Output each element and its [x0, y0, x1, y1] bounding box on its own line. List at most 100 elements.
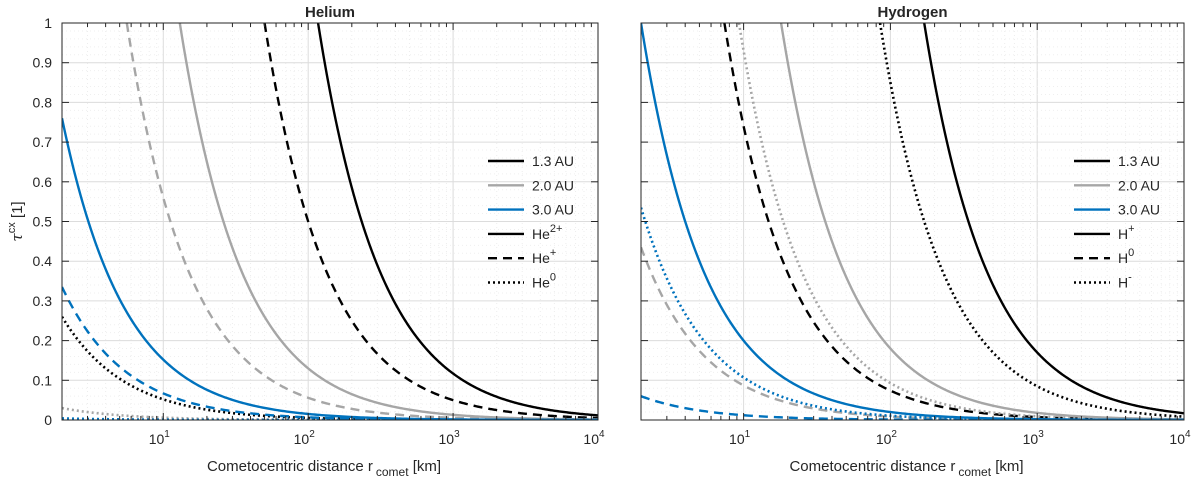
- legend-entry: 2.0 AU: [488, 177, 574, 193]
- legend: 1.3 AU2.0 AU3.0 AUH+H0H-: [1074, 153, 1160, 291]
- x-tick-exponent: 1: [745, 429, 751, 440]
- legend-entry: 2.0 AU: [1074, 177, 1160, 193]
- x-axis-label-unit: [km]: [991, 458, 1024, 475]
- legend-label: H+: [1118, 223, 1135, 242]
- y-tick-label: 0.9: [33, 55, 53, 71]
- series-line: [263, 23, 598, 420]
- legend-entry: He0: [488, 272, 556, 291]
- legend-label: He2+: [532, 223, 562, 242]
- legend-entry: 1.3 AU: [488, 153, 574, 169]
- series-line: [779, 23, 1184, 420]
- legend-label-superscript: +: [1128, 223, 1134, 235]
- x-tick-label: 104: [1169, 429, 1191, 447]
- y-tick-label: 0.3: [33, 293, 53, 309]
- legend-label: He0: [532, 272, 556, 291]
- x-tick-label: 104: [583, 429, 605, 447]
- x-tick-exponent: 2: [309, 429, 315, 440]
- y-tick-label: 0.7: [33, 134, 53, 150]
- legend-label-superscript: 2+: [550, 223, 563, 235]
- x-tick-base: 10: [583, 431, 599, 447]
- legend-entry: 1.3 AU: [1074, 153, 1160, 169]
- x-tick-base: 10: [439, 431, 455, 447]
- x-tick-label: 103: [1023, 429, 1045, 447]
- legend-label-text: He: [532, 275, 550, 291]
- x-axis-label-subscript: comet: [376, 465, 409, 479]
- x-tick-base: 10: [729, 431, 745, 447]
- legend-label-text: 3.0 AU: [532, 202, 574, 218]
- legend-label-text: 2.0 AU: [532, 177, 574, 193]
- x-tick-base: 10: [1023, 431, 1039, 447]
- x-axis-label-unit: [km]: [409, 458, 442, 475]
- chart-title: Helium: [305, 4, 355, 21]
- y-tick-label: 0.4: [33, 253, 53, 269]
- x-tick-label: 101: [149, 429, 171, 447]
- y-tick-label: 0.2: [33, 333, 53, 349]
- legend-entry: H+: [1074, 223, 1135, 242]
- legend-label: 2.0 AU: [532, 177, 574, 193]
- grid: [640, 23, 1185, 420]
- y-axis-label: τcx [1]: [6, 201, 26, 241]
- x-axis-label-main: Cometocentric distance r: [207, 458, 373, 475]
- legend-label: 2.0 AU: [1118, 177, 1160, 193]
- legend-entry: He+: [488, 247, 556, 266]
- y-tick-label: 0.1: [33, 372, 53, 388]
- x-tick-base: 10: [876, 431, 892, 447]
- x-tick-exponent: 4: [599, 429, 605, 440]
- legend-label-text: He: [532, 226, 550, 242]
- x-tick-exponent: 4: [1185, 429, 1191, 440]
- legend-label: He+: [532, 247, 556, 266]
- y-tick-label: 0.8: [33, 94, 53, 110]
- legend-entry: H-: [1074, 272, 1132, 291]
- legend-label-text: H: [1118, 250, 1128, 266]
- y-axis-label-main: τ: [8, 233, 26, 242]
- x-tick-exponent: 2: [891, 429, 897, 440]
- grid: [61, 23, 599, 420]
- legend-label: 1.3 AU: [1118, 153, 1160, 169]
- x-tick-label: 103: [439, 429, 461, 447]
- x-tick-label: 101: [729, 429, 751, 447]
- legend-label-text: H: [1118, 226, 1128, 242]
- series-line: [178, 23, 598, 420]
- legend-entry: 3.0 AU: [1074, 202, 1160, 218]
- x-tick-exponent: 3: [1038, 429, 1044, 440]
- x-tick-label: 102: [876, 429, 898, 447]
- legend-label-text: 1.3 AU: [532, 153, 574, 169]
- legend-entry: H0: [1074, 247, 1134, 266]
- x-tick-exponent: 1: [164, 429, 170, 440]
- legend-label-superscript: +: [550, 247, 556, 259]
- legend-label: 3.0 AU: [532, 202, 574, 218]
- y-axis-label-unit: [1]: [9, 201, 26, 222]
- y-axis-label-superscript: cx: [6, 222, 18, 234]
- x-ticks: [61, 22, 599, 421]
- x-tick-base: 10: [1169, 431, 1185, 447]
- legend-label-text: 3.0 AU: [1118, 202, 1160, 218]
- legend-label-superscript: 0: [1128, 247, 1134, 259]
- legend-label-superscript: 0: [550, 272, 556, 284]
- legend-label: H0: [1118, 247, 1134, 266]
- x-axis-label: Cometocentric distance r comet [km]: [207, 458, 441, 479]
- x-tick-label: 102: [294, 429, 316, 447]
- legend-entry: He2+: [488, 223, 562, 242]
- x-axis-label-subscript: comet: [958, 465, 991, 479]
- y-tick-label: 0: [44, 412, 52, 428]
- legend-label-text: H: [1118, 275, 1128, 291]
- x-axis-label-main: Cometocentric distance r: [789, 458, 955, 475]
- helium-panel: 101 102 103 10400.10.20.30.40.50.60.70.80.9…: [6, 4, 605, 479]
- legend-label: 1.3 AU: [532, 153, 574, 169]
- legend-label-superscript: -: [1128, 272, 1132, 284]
- x-ticks: [640, 22, 1185, 421]
- legend-label-text: 2.0 AU: [1118, 177, 1160, 193]
- x-tick-base: 10: [149, 431, 165, 447]
- y-tick-label: 0.5: [33, 214, 53, 230]
- y-tick-label: 1: [44, 15, 52, 31]
- chart-title: Hydrogen: [877, 4, 947, 21]
- x-tick-exponent: 3: [454, 429, 460, 440]
- legend-label: 3.0 AU: [1118, 202, 1160, 218]
- x-tick-base: 10: [294, 431, 310, 447]
- series-line: [316, 23, 598, 417]
- legend-entry: 3.0 AU: [488, 202, 574, 218]
- series-line: [923, 23, 1184, 415]
